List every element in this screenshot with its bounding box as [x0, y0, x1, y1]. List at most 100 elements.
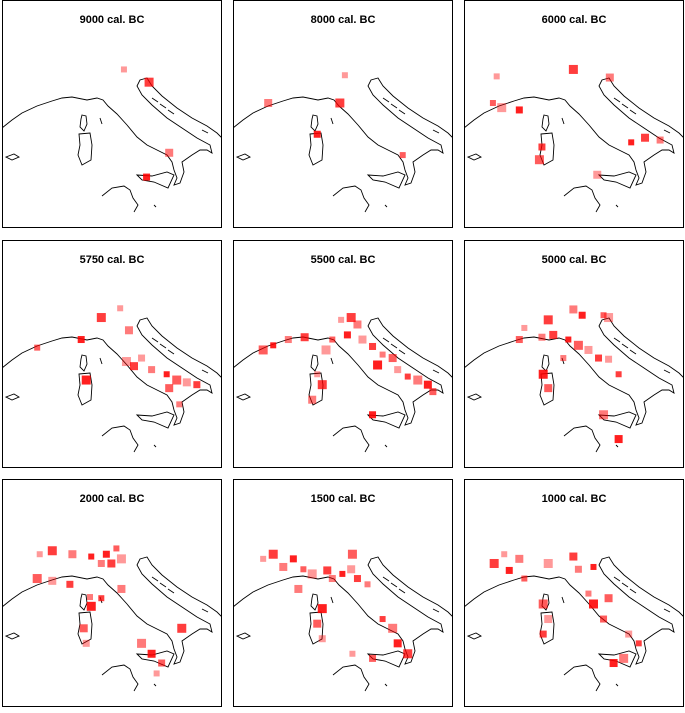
- site-marker: [270, 342, 277, 349]
- site-marker: [538, 143, 546, 151]
- site-marker: [120, 66, 127, 73]
- site-marker: [347, 549, 357, 559]
- site-marker: [588, 599, 598, 609]
- site-marker: [615, 371, 622, 378]
- site-marker: [300, 333, 309, 342]
- site-marker: [313, 130, 321, 138]
- site-marker: [81, 375, 91, 385]
- site-marker: [328, 575, 336, 583]
- site-marker: [144, 77, 154, 87]
- panel-frame: [2, 240, 222, 468]
- site-marker: [193, 381, 201, 389]
- map-panel: 1000 cal. BC: [464, 479, 684, 707]
- site-marker: [656, 136, 664, 144]
- site-marker: [538, 369, 548, 379]
- site-marker: [379, 351, 386, 358]
- site-marker: [369, 342, 377, 350]
- site-marker: [177, 623, 187, 633]
- site-marker: [489, 100, 496, 107]
- coastline: [464, 77, 684, 213]
- panel-frame: [233, 240, 453, 468]
- site-marker: [102, 550, 110, 558]
- site-marker: [77, 336, 85, 344]
- site-marker: [318, 635, 326, 643]
- site-marker: [604, 594, 613, 603]
- site-marker: [268, 549, 278, 559]
- map-panel: 1500 cal. BC: [233, 479, 453, 707]
- site-marker: [176, 401, 183, 408]
- site-marker: [317, 380, 327, 390]
- site-marker: [544, 615, 553, 624]
- site-marker: [573, 340, 583, 350]
- map-panel: 5500 cal. BC: [233, 240, 453, 468]
- site-marker: [335, 98, 345, 108]
- site-marker: [47, 546, 57, 556]
- site-marker: [86, 601, 96, 611]
- site-marker: [116, 554, 126, 564]
- coastline: [233, 77, 453, 213]
- site-marker: [403, 649, 413, 659]
- site-marker: [539, 630, 547, 638]
- map-area: [464, 305, 684, 453]
- site-marker: [595, 354, 603, 362]
- site-marker: [353, 575, 361, 583]
- panel-title: 1000 cal. BC: [542, 493, 607, 505]
- site-marker: [641, 133, 650, 142]
- site-marker: [294, 584, 303, 593]
- panel-title: 2000 cal. BC: [80, 493, 145, 505]
- site-marker: [346, 313, 356, 323]
- site-marker: [260, 555, 267, 562]
- site-marker: [308, 395, 317, 404]
- site-marker: [388, 354, 397, 363]
- site-marker: [399, 152, 406, 159]
- site-marker: [543, 558, 553, 568]
- map-panel: 5000 cal. BC: [464, 240, 684, 468]
- site-marker: [543, 315, 553, 325]
- site-marker: [364, 581, 371, 588]
- site-marker: [619, 653, 629, 663]
- site-marker: [137, 638, 147, 648]
- site-marker: [373, 360, 383, 370]
- map-panel: 6000 cal. BC: [464, 0, 684, 228]
- site-marker: [284, 336, 292, 344]
- site-marker: [614, 435, 623, 444]
- site-marker: [88, 553, 95, 560]
- site-marker: [317, 604, 327, 614]
- map-area: [464, 64, 684, 213]
- site-marker: [165, 384, 174, 393]
- site-marker: [538, 333, 546, 341]
- site-marker: [329, 336, 336, 343]
- site-marker: [339, 570, 346, 577]
- site-marker: [635, 640, 642, 647]
- site-marker: [341, 72, 348, 79]
- map-area: [2, 305, 222, 453]
- site-marker: [505, 566, 513, 574]
- site-marker: [163, 371, 170, 378]
- site-marker: [258, 345, 268, 355]
- site-marker: [538, 599, 548, 609]
- panel-frame: [464, 479, 684, 707]
- site-marker: [590, 563, 597, 570]
- site-marker: [521, 324, 528, 331]
- site-marker: [609, 659, 618, 668]
- site-marker: [36, 551, 43, 558]
- coastline: [233, 556, 453, 692]
- site-marker: [96, 313, 106, 323]
- site-marker: [347, 565, 356, 574]
- site-marker: [300, 566, 307, 573]
- site-marker: [353, 320, 362, 329]
- site-marker: [279, 562, 288, 571]
- site-marker: [289, 555, 297, 563]
- site-marker: [182, 378, 191, 387]
- site-marker: [130, 362, 138, 371]
- site-marker: [158, 659, 166, 667]
- panel-title: 5000 cal. BC: [542, 254, 607, 266]
- panel-title: 9000 cal. BC: [80, 14, 145, 26]
- site-marker: [423, 380, 432, 389]
- site-marker: [515, 336, 523, 344]
- site-marker: [338, 316, 345, 323]
- coastline: [2, 77, 222, 213]
- coastline: [464, 556, 684, 692]
- site-marker: [429, 388, 437, 396]
